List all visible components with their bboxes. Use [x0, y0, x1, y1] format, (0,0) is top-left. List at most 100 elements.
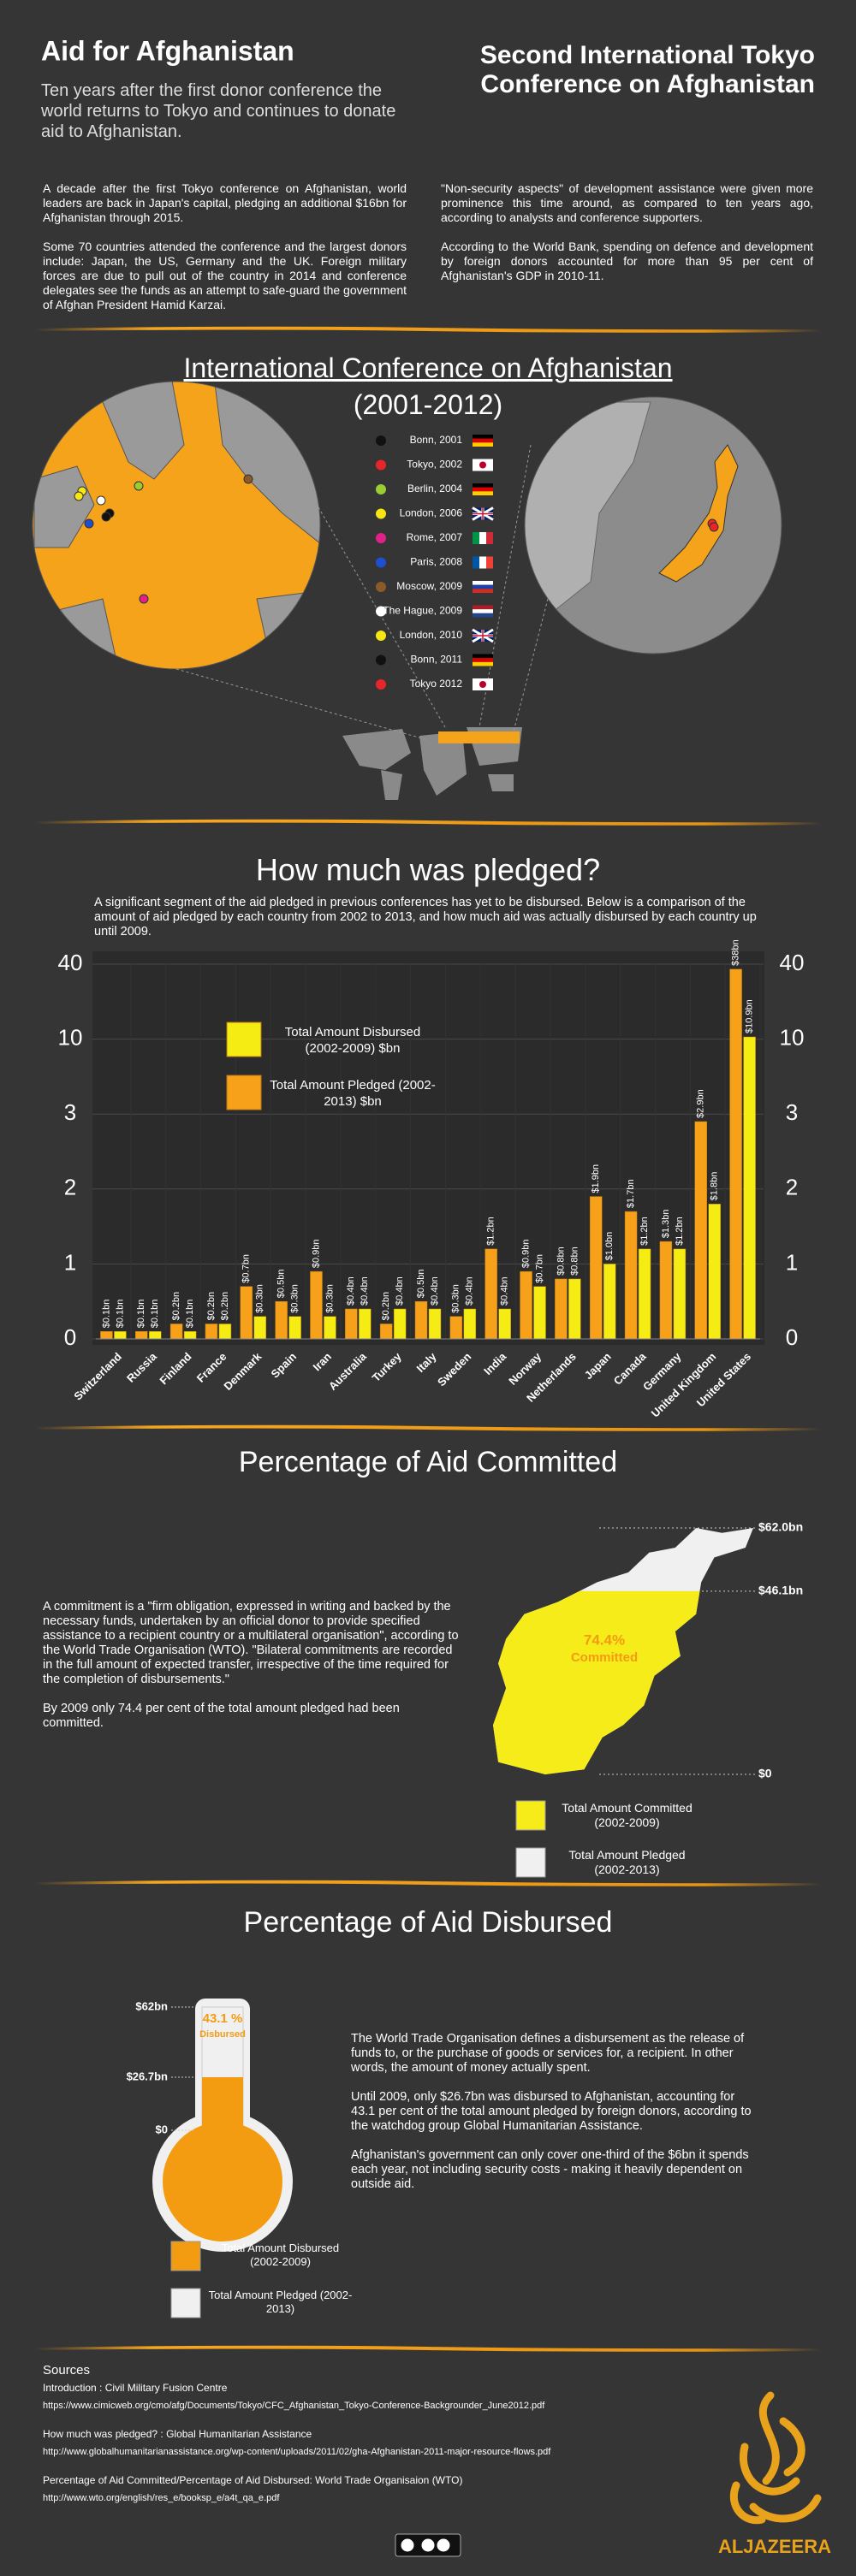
section-subtitle: (2001-2012)	[353, 389, 503, 420]
map-border	[524, 396, 782, 654]
flag-stripe	[473, 532, 479, 544]
flag	[473, 459, 493, 471]
legend-label: Total Amount Pledged (2002-2013) $bn	[270, 1078, 436, 1109]
x-tick-label: Spain	[269, 1350, 300, 1381]
legend-label: Rome, 2007	[407, 531, 463, 543]
bar	[393, 1308, 407, 1340]
badge-icon	[436, 2538, 451, 2553]
annotation: 74.4%	[584, 1631, 625, 1648]
bar-value-label: $0.1bn	[136, 1300, 146, 1329]
map-dot	[96, 495, 106, 506]
bar-value-label: $0.2bn	[381, 1292, 391, 1321]
y-tick-label: 1	[64, 1249, 76, 1275]
subtitle: Ten years after the first donor conferen…	[41, 81, 396, 141]
badge-icon	[400, 2538, 415, 2553]
tick-label: $0	[156, 2123, 168, 2135]
map-other	[256, 589, 320, 669]
map-dot	[101, 512, 111, 522]
bar-value-label: $2.9bn	[696, 1089, 706, 1118]
bar	[638, 1248, 651, 1340]
legend-label: Berlin, 2004	[407, 483, 462, 494]
bar-value-label: $0.1bn	[150, 1300, 160, 1329]
legend-dot	[376, 654, 386, 666]
bar	[135, 1330, 148, 1340]
x-tick-label: India	[481, 1349, 509, 1377]
world-map	[342, 727, 522, 800]
legend-label: Total Amount Pledged (2002-2013)	[568, 1848, 686, 1876]
bar	[463, 1308, 477, 1340]
flag-stripe	[473, 584, 493, 589]
legend-label: Tokyo 2012	[410, 678, 463, 690]
bar	[428, 1308, 442, 1340]
legend-swatch	[170, 2288, 201, 2318]
logo-stroke	[749, 2494, 822, 2523]
bar-value-label: $0.7bn	[534, 1254, 544, 1283]
bar	[624, 1211, 638, 1340]
connector	[479, 444, 532, 728]
logo-stroke	[779, 2417, 805, 2477]
legend-dot	[376, 557, 386, 568]
tick-label: $46.1bn	[758, 1584, 803, 1597]
paragraph: "Non-security aspects" of development as…	[441, 181, 813, 224]
legend-dot	[376, 459, 386, 471]
bar	[449, 1316, 463, 1340]
bar-value-label: $0.7bn	[241, 1254, 252, 1283]
map-dot	[243, 474, 253, 484]
legend-label: Bonn, 2001	[410, 434, 463, 446]
flag	[473, 678, 493, 690]
source-line: http://www.wto.org/english/res_e/booksp_…	[43, 2493, 280, 2503]
bar-value-label: $0.1bn	[115, 1300, 125, 1329]
bar	[359, 1308, 372, 1340]
bar	[533, 1286, 546, 1340]
flag-stripe	[479, 556, 486, 569]
legend-label: Total Amount Pledged (2002-2013)	[208, 2289, 353, 2315]
legend-dot	[376, 679, 386, 690]
legend-label: Tokyo, 2002	[407, 459, 462, 471]
flag-stripe	[486, 532, 493, 544]
bar	[149, 1330, 162, 1340]
legend-swatch	[170, 2241, 201, 2271]
map-highlight	[438, 731, 520, 743]
source-line: Percentage of Aid Committed/Percentage o…	[43, 2474, 463, 2486]
tick-label: $62.0bn	[758, 1520, 803, 1534]
flag	[472, 506, 494, 521]
source-line: https://www.cimicweb.org/cmo/afg/Documen…	[43, 2401, 545, 2411]
bar-value-label: $1.2bn	[639, 1217, 650, 1246]
flag-stripe	[486, 556, 493, 569]
flag	[473, 581, 493, 593]
flag-stripe	[473, 435, 493, 439]
flag	[472, 628, 494, 643]
bar	[659, 1241, 673, 1340]
legend-dot	[376, 533, 386, 543]
bar-value-label: $0.1bn	[101, 1300, 111, 1329]
bar	[694, 1121, 707, 1340]
chart-description: A significant segment of the aid pledged…	[94, 896, 757, 939]
bar-value-label: $1.7bn	[626, 1179, 636, 1208]
y-tick-label: 0	[786, 1324, 798, 1350]
tick-label: $0	[758, 1767, 772, 1780]
legend-dot	[376, 606, 386, 617]
tick-label: $26.7bn	[127, 2070, 168, 2082]
y-tick-label: 3	[64, 1099, 76, 1125]
bar	[589, 1196, 603, 1340]
paragraph: By 2009 only 74.4 per cent of the total …	[43, 1702, 400, 1730]
bar-value-label: $0.2bn	[206, 1292, 217, 1321]
flag-stripe	[473, 556, 479, 569]
flag-sun	[479, 681, 486, 688]
y-tick-label: 10	[58, 1024, 83, 1050]
flag-stripe	[473, 483, 493, 488]
bar-value-label: $1.3bn	[661, 1209, 671, 1238]
y-tick-label: 10	[780, 1024, 805, 1050]
licence-badge	[395, 2533, 461, 2557]
y-tick-label: 2	[64, 1175, 76, 1200]
x-tick-label: Iran	[311, 1350, 335, 1374]
bar	[275, 1300, 288, 1340]
bar-value-label: $10.9bn	[744, 999, 754, 1033]
bar-value-label: $0.4bn	[430, 1276, 440, 1306]
paragraph: The World Trade Organisation defines a d…	[351, 2032, 745, 2075]
bar	[114, 1330, 127, 1340]
source-line: How much was pledged? : Global Humanitar…	[43, 2428, 312, 2440]
flag-stripe	[473, 613, 493, 618]
legend-label: London, 2010	[400, 629, 463, 641]
flag-stripe	[473, 438, 493, 443]
